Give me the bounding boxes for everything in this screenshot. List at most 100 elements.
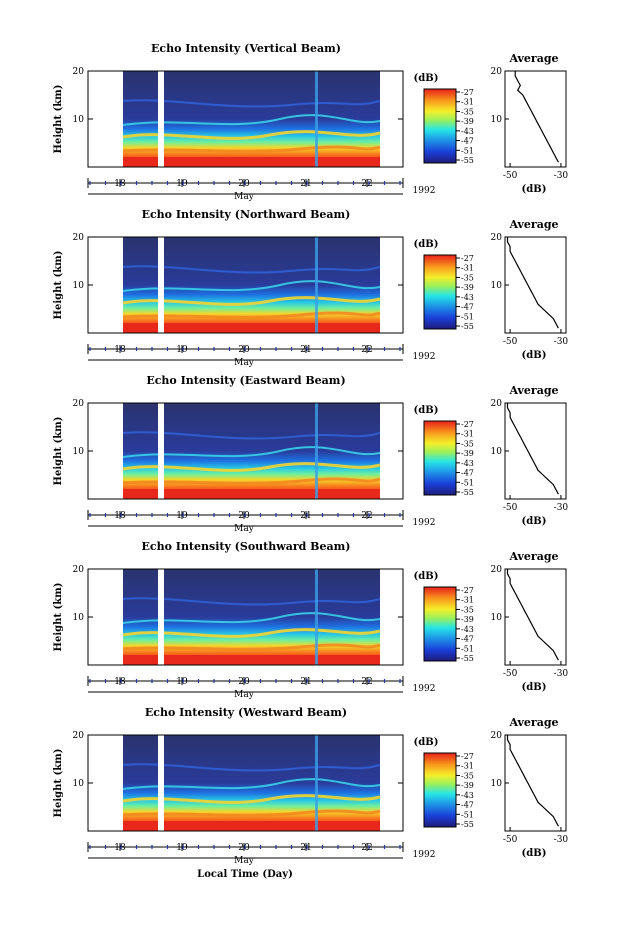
x-tick-label: 22 bbox=[361, 511, 372, 521]
colorbar-tick-label: -27 bbox=[461, 586, 474, 595]
colorbar-tick-label: -55 bbox=[461, 156, 474, 165]
y-tick-label: 10 bbox=[73, 115, 85, 125]
average-x-tick-label: -30 bbox=[554, 337, 569, 347]
echo-band bbox=[122, 477, 381, 485]
echo-band bbox=[122, 145, 381, 153]
x-tick-label: 18 bbox=[114, 511, 126, 521]
average-frame bbox=[504, 734, 567, 832]
echo-band bbox=[122, 114, 381, 126]
x-tick-label: 22 bbox=[361, 843, 372, 853]
average-profile-line bbox=[506, 403, 559, 495]
average-x-label: (dB) bbox=[522, 848, 547, 859]
colorbar-tick-label: -47 bbox=[461, 469, 474, 478]
colorbar-tick-label: -43 bbox=[461, 293, 474, 302]
colorbar-tick-label: -35 bbox=[461, 273, 474, 282]
panel-title: Echo Intensity (Vertical Beam) bbox=[151, 42, 341, 55]
colorbar-tick-label: -51 bbox=[461, 312, 474, 321]
month-label: May bbox=[234, 690, 255, 700]
average-x-tick-label: -30 bbox=[554, 669, 569, 679]
x-tick-label: 22 bbox=[361, 345, 372, 355]
year-label: 1992 bbox=[413, 684, 436, 694]
average-x-tick-label: -50 bbox=[503, 669, 518, 679]
colorbar-tick-label: -43 bbox=[461, 625, 474, 634]
average-frame bbox=[504, 236, 567, 334]
vertical-streak bbox=[315, 237, 318, 333]
x-tick-label: 20 bbox=[238, 511, 250, 521]
average-y-tick-label: 10 bbox=[491, 281, 503, 291]
colorbar-tick-label: -47 bbox=[461, 801, 474, 810]
average-profile-line bbox=[514, 71, 559, 163]
surface-echo bbox=[123, 323, 380, 333]
year-label: 1992 bbox=[413, 850, 436, 860]
y-tick-label: 20 bbox=[73, 67, 85, 77]
echo-band bbox=[122, 763, 381, 772]
colorbar-tick-label: -31 bbox=[461, 98, 474, 107]
x-tick-label: 20 bbox=[238, 179, 250, 189]
panel-3: Echo Intensity (Eastward Beam) 10 20 Height… bbox=[53, 374, 568, 534]
heatmap-field bbox=[122, 569, 381, 665]
average-frame bbox=[504, 568, 567, 666]
colorbar-tick-label: -51 bbox=[461, 644, 474, 653]
x-tick-label: 22 bbox=[361, 677, 372, 687]
average-y-tick-label: 10 bbox=[491, 613, 503, 623]
x-tick-label: 18 bbox=[114, 179, 126, 189]
panel-title: Echo Intensity (Westward Beam) bbox=[145, 706, 347, 719]
data-gap bbox=[158, 403, 164, 499]
x-tick-label: 20 bbox=[238, 345, 250, 355]
colorbar-tick-label: -43 bbox=[461, 791, 474, 800]
year-label: 1992 bbox=[413, 352, 436, 362]
colorbar-tick-label: -55 bbox=[461, 488, 474, 497]
colorbar-tick-label: -43 bbox=[461, 127, 474, 136]
y-tick-label: 10 bbox=[73, 281, 85, 291]
year-label: 1992 bbox=[413, 518, 436, 528]
x-tick-label: 19 bbox=[176, 179, 188, 189]
y-tick-label: 20 bbox=[73, 565, 85, 575]
panel-2: Echo Intensity (Northward Beam) 10 20 Heigh… bbox=[53, 208, 568, 368]
colorbar-tick-label: -55 bbox=[461, 322, 474, 331]
average-title: Average bbox=[508, 716, 558, 729]
x-tick-label: 21 bbox=[300, 511, 311, 521]
panel-title: Echo Intensity (Southward Beam) bbox=[142, 540, 351, 553]
heatmap-field bbox=[122, 403, 381, 499]
average-x-label: (dB) bbox=[522, 350, 547, 361]
average-y-tick-label: 20 bbox=[491, 233, 503, 243]
colorbar-tick-label: -43 bbox=[461, 459, 474, 468]
y-axis-label: Height (km) bbox=[53, 251, 64, 320]
colorbar bbox=[423, 254, 457, 330]
average-x-tick-label: -30 bbox=[554, 171, 569, 181]
echo-band bbox=[122, 643, 381, 651]
surface-echo bbox=[123, 489, 380, 499]
average-y-tick-label: 20 bbox=[491, 399, 503, 409]
y-axis-label: Height (km) bbox=[53, 417, 64, 486]
x-tick-label: 20 bbox=[238, 843, 250, 853]
average-title: Average bbox=[508, 384, 558, 397]
colorbar bbox=[423, 420, 457, 496]
echo-band bbox=[122, 597, 381, 606]
panel-1: Echo Intensity (Vertical Beam) 10 20 Height… bbox=[53, 42, 568, 202]
average-y-tick-label: 20 bbox=[491, 67, 503, 77]
y-tick-label: 10 bbox=[73, 779, 85, 789]
colorbar-tick-label: -39 bbox=[461, 449, 474, 458]
average-x-tick-label: -50 bbox=[503, 337, 518, 347]
y-axis-label: Height (km) bbox=[53, 749, 64, 818]
echo-band bbox=[122, 265, 381, 274]
average-x-tick-label: -30 bbox=[554, 835, 569, 845]
echo-band bbox=[122, 431, 381, 440]
average-profile-line bbox=[506, 735, 559, 827]
colorbar bbox=[423, 752, 457, 828]
bottom-x-axis-label: Local Time (Day) bbox=[197, 869, 293, 880]
echo-band bbox=[122, 778, 381, 790]
colorbar-unit: (dB) bbox=[414, 737, 439, 748]
echo-band bbox=[122, 446, 381, 458]
x-tick-label: 21 bbox=[300, 843, 311, 853]
x-tick-label: 20 bbox=[238, 677, 250, 687]
average-x-label: (dB) bbox=[522, 184, 547, 195]
vertical-streak bbox=[315, 735, 318, 831]
month-label: May bbox=[234, 192, 255, 202]
y-tick-label: 20 bbox=[73, 399, 85, 409]
x-tick-label: 19 bbox=[176, 345, 188, 355]
average-title: Average bbox=[508, 218, 558, 231]
colorbar-tick-label: -51 bbox=[461, 810, 474, 819]
colorbar-unit: (dB) bbox=[414, 571, 439, 582]
